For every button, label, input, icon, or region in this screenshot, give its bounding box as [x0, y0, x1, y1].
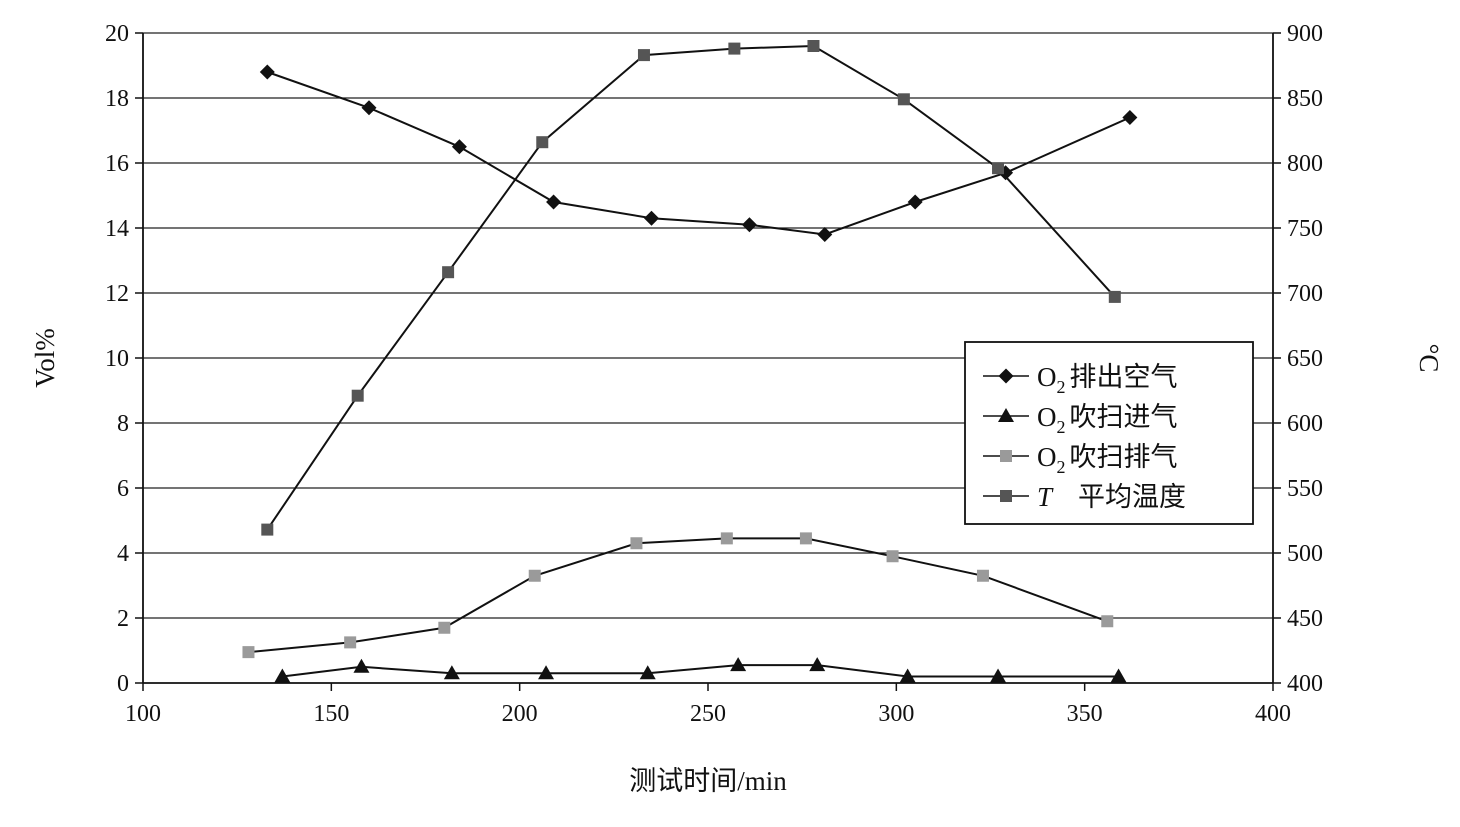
data-point: [361, 100, 377, 116]
data-point: [644, 210, 659, 226]
x-tick-label: 250: [690, 701, 726, 727]
data-point: [274, 668, 291, 683]
legend-label: T 平均温度: [1037, 482, 1186, 512]
data-point: [809, 657, 826, 672]
data-point: [538, 665, 555, 680]
y-right-tick-label: 750: [1287, 216, 1323, 242]
data-point: [261, 523, 274, 536]
y-left-tick-label: 4: [117, 541, 129, 567]
series-3: [242, 532, 1114, 659]
data-point: [443, 665, 460, 680]
data-point: [799, 532, 812, 545]
y-right-tick-label: 700: [1287, 281, 1323, 307]
x-tick-label: 300: [878, 701, 914, 727]
legend-marker: [1000, 450, 1012, 462]
data-point: [899, 668, 916, 683]
y-axis-right-title: °C: [1414, 344, 1444, 373]
legend-entry: O2 吹扫进气: [983, 402, 1178, 437]
data-point: [992, 162, 1005, 175]
data-point: [897, 93, 910, 106]
legend-marker: [998, 408, 1014, 422]
data-point: [630, 537, 643, 550]
x-tick-label: 400: [1255, 701, 1291, 727]
series: [242, 40, 1138, 683]
data-point: [817, 227, 833, 242]
data-point: [639, 665, 656, 680]
data-point: [1122, 110, 1138, 125]
data-point: [438, 621, 451, 634]
y-right-tick-label: 800: [1287, 151, 1323, 177]
data-point: [637, 49, 650, 62]
data-point: [907, 194, 923, 210]
data-point: [1101, 615, 1114, 628]
y-left-tick-label: 2: [117, 606, 129, 632]
data-point: [807, 40, 820, 52]
x-axis-title: 测试时间/min: [629, 766, 787, 796]
y-right-tick-label: 850: [1287, 86, 1323, 112]
y-left-tick-label: 14: [105, 216, 129, 242]
legend-marker: [998, 368, 1014, 384]
data-point: [546, 194, 562, 210]
grid: [143, 32, 1273, 619]
legend-box: [964, 341, 1254, 525]
y-right-tick-label: 650: [1287, 346, 1323, 372]
data-point: [990, 668, 1007, 683]
data-point: [536, 136, 549, 149]
data-point: [451, 139, 467, 155]
y-left-tick-label: 20: [105, 21, 129, 47]
y-left-tick-label: 6: [117, 476, 129, 502]
y-right-tick-label: 900: [1287, 21, 1323, 47]
data-point: [976, 569, 989, 582]
x-tick-label: 350: [1067, 701, 1103, 727]
data-point: [242, 646, 255, 659]
legend-label: O2 吹扫排气: [1037, 442, 1178, 477]
data-point: [741, 217, 757, 233]
y-left-tick-label: 0: [117, 671, 129, 697]
data-point: [730, 657, 747, 672]
legend-marker: [1000, 490, 1012, 502]
x-tick-label: 100: [125, 701, 161, 727]
x-tick-label: 200: [502, 701, 538, 727]
y-right-tick-label: 600: [1287, 411, 1323, 437]
data-point: [1108, 290, 1121, 303]
data-point: [353, 658, 370, 673]
data-point: [886, 550, 899, 563]
legend-entry: O2 排出空气: [983, 362, 1178, 397]
series-1: [259, 64, 1138, 242]
legend-entry: O2 吹扫排气: [983, 442, 1178, 477]
y-right-tick-label: 400: [1287, 671, 1323, 697]
data-point: [259, 64, 275, 80]
data-point: [442, 266, 455, 279]
series-4: [261, 40, 1121, 536]
series-line: [266, 71, 1131, 236]
legend-label: O2 排出空气: [1037, 362, 1178, 397]
y-right-tick-label: 550: [1287, 476, 1323, 502]
y-right-tick-label: 450: [1287, 606, 1323, 632]
legend: O2 排出空气 O2 吹扫进气 O2 吹扫排气 T 平均温度: [964, 341, 1254, 525]
y-left-tick-label: 16: [105, 151, 129, 177]
axes: 0 2 4 6 8 10 12 14 16 18 20 400 450 500 550 600 650 700 75…: [105, 21, 1323, 727]
series-line: [282, 664, 1119, 678]
series-2: [274, 657, 1127, 683]
series-line: [248, 537, 1108, 654]
x-tick-label: 150: [313, 701, 349, 727]
y-left-tick-label: 10: [105, 346, 129, 372]
y-left-tick-label: 12: [105, 281, 129, 307]
y-axis-left-title: Vol%: [30, 328, 60, 388]
legend-label: O2 吹扫进气: [1037, 402, 1178, 437]
data-point: [351, 389, 364, 402]
y-left-tick-label: 8: [117, 411, 129, 437]
data-point: [344, 636, 357, 649]
data-point: [528, 569, 541, 582]
data-point: [720, 532, 733, 545]
legend-entry: T 平均温度: [983, 482, 1186, 512]
data-point: [728, 42, 741, 55]
series-line: [266, 44, 1116, 531]
data-point: [1110, 668, 1127, 683]
y-left-tick-label: 18: [105, 86, 129, 112]
y-right-tick-label: 500: [1287, 541, 1323, 567]
